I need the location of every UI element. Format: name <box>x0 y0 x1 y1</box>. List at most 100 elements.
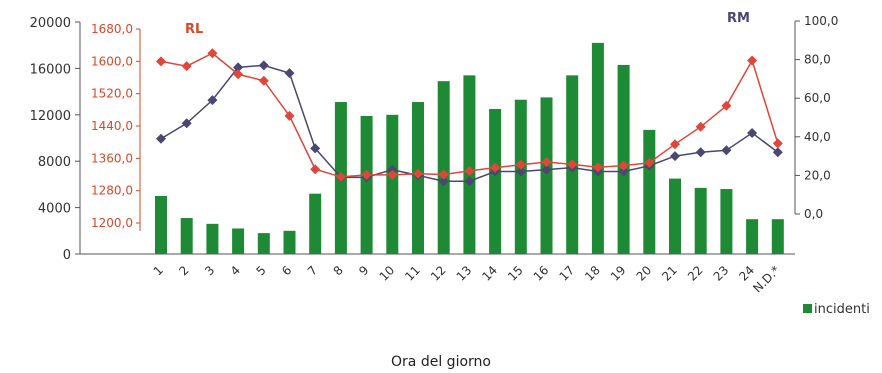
point-rl-2 <box>181 61 192 72</box>
bar-incidenti-13 <box>463 75 476 254</box>
x-tick-label: 16 <box>531 263 552 284</box>
point-rl-8 <box>335 171 346 182</box>
x-tick-label: 22 <box>685 263 706 284</box>
point-rl-23 <box>721 100 732 111</box>
bar-incidenti-23 <box>720 189 733 254</box>
point-rl-10 <box>387 169 398 180</box>
bar-incidenti-10 <box>386 114 399 254</box>
x-tick-label: N.D.* <box>750 263 782 295</box>
rm-axis-tick-label: 100,0 <box>804 14 838 28</box>
x-tick-label: 11 <box>402 263 423 284</box>
legend-swatch <box>803 304 812 313</box>
rl-axis-tick-label: 1360,0 <box>91 151 133 165</box>
rl-axis-tick-label: 1600,0 <box>91 54 133 68</box>
point-rm-5 <box>258 60 269 71</box>
point-rl-1 <box>156 56 166 67</box>
bar-incidenti-25 <box>771 219 784 254</box>
x-tick-label: 14 <box>479 263 500 284</box>
bar-incidenti-21 <box>669 178 681 254</box>
rm-axis-tick-label: 80,0 <box>804 53 831 67</box>
point-rl-18 <box>592 162 603 173</box>
x-tick-label: 7 <box>305 263 320 278</box>
x-axis-title: Ora del giorno <box>391 354 491 370</box>
bar-incidenti-18 <box>591 42 604 254</box>
bar-incidenti-1 <box>155 196 167 254</box>
left-axis-tick-label: 0 <box>63 248 71 263</box>
point-rl-7 <box>310 164 321 175</box>
rl-axis-tick-label: 1680,0 <box>91 22 133 36</box>
x-tick-label: 12 <box>428 263 449 284</box>
point-rl-14 <box>490 162 501 173</box>
point-rm-22 <box>695 147 706 158</box>
point-rl-11 <box>413 168 423 179</box>
point-rm-25 <box>772 147 783 158</box>
x-tick-label: 1 <box>151 263 166 278</box>
x-tick-label: 13 <box>454 263 475 284</box>
point-rl-13 <box>464 165 475 176</box>
left-axis-tick-label: 8000 <box>38 155 71 170</box>
x-tick-label: 2 <box>176 263 191 278</box>
bar-incidenti-2 <box>180 218 193 254</box>
point-rm-19 <box>618 166 629 177</box>
point-rm-15 <box>515 166 526 177</box>
x-tick-label: 5 <box>253 263 268 278</box>
x-tick-label: 23 <box>711 263 732 284</box>
rl-axis-tick-label: 1200,0 <box>91 216 133 230</box>
bar-incidenti-14 <box>489 109 502 254</box>
bar-incidenti-22 <box>694 187 707 254</box>
point-rl-20 <box>644 157 655 168</box>
x-tick-label: 10 <box>377 263 398 284</box>
left-axis-tick-label: 12000 <box>30 109 71 124</box>
x-tick-label: 3 <box>202 263 217 278</box>
bar-incidenti-4 <box>232 228 245 254</box>
x-tick-label: 4 <box>228 263 243 278</box>
legend-label: incidenti <box>814 302 870 317</box>
point-rl-24 <box>747 55 758 66</box>
point-rl-4 <box>233 69 244 80</box>
rl-axis-tick-label: 1440,0 <box>91 119 133 133</box>
point-rm-24 <box>747 127 758 138</box>
bar-incidenti-15 <box>514 99 527 254</box>
bar-incidenti-24 <box>746 219 759 254</box>
x-tick-label: 20 <box>634 263 655 284</box>
point-rm-6 <box>284 68 295 79</box>
x-tick-label: 6 <box>279 263 294 278</box>
bar-incidenti-19 <box>617 64 630 254</box>
x-tick-label: 18 <box>582 263 603 284</box>
point-rm-7 <box>310 143 321 154</box>
point-rl-9 <box>361 169 372 180</box>
rm-axis-tick-label: 40,0 <box>804 130 831 144</box>
x-tick-label: 21 <box>659 263 680 284</box>
left-axis-tick-label: 20000 <box>30 16 71 31</box>
x-tick-label: 19 <box>608 263 629 284</box>
point-rl-21 <box>670 139 680 150</box>
rm-axis-tick-label: 20,0 <box>804 168 831 182</box>
point-rl-19 <box>618 160 629 171</box>
bar-incidenti-12 <box>437 81 450 254</box>
point-rm-10 <box>387 164 398 175</box>
point-rm-12 <box>438 176 449 187</box>
bar-incidenti-5 <box>257 233 270 254</box>
rm-axis-tick-label: 60,0 <box>804 91 831 105</box>
point-rl-17 <box>567 159 578 170</box>
x-tick-label: 17 <box>556 263 577 284</box>
point-rm-4 <box>233 62 244 73</box>
rm-label: RM <box>727 11 750 26</box>
rl-axis-tick-label: 1280,0 <box>91 184 133 198</box>
bar-incidenti-9 <box>360 115 373 255</box>
rl-label: RL <box>185 22 203 37</box>
left-axis-tick-label: 4000 <box>38 202 71 217</box>
bar-incidenti-7 <box>309 193 322 254</box>
bar-incidenti-20 <box>643 129 656 254</box>
rm-axis-tick-label: 0,0 <box>804 207 823 221</box>
point-rm-23 <box>721 145 732 156</box>
point-rl-15 <box>515 159 526 170</box>
point-rm-21 <box>670 151 680 162</box>
point-rm-16 <box>541 164 552 175</box>
x-tick-label: 8 <box>331 263 346 278</box>
point-rl-12 <box>438 169 449 180</box>
point-rm-1 <box>156 133 166 144</box>
bar-incidenti-3 <box>206 223 219 254</box>
point-rm-2 <box>181 118 192 129</box>
